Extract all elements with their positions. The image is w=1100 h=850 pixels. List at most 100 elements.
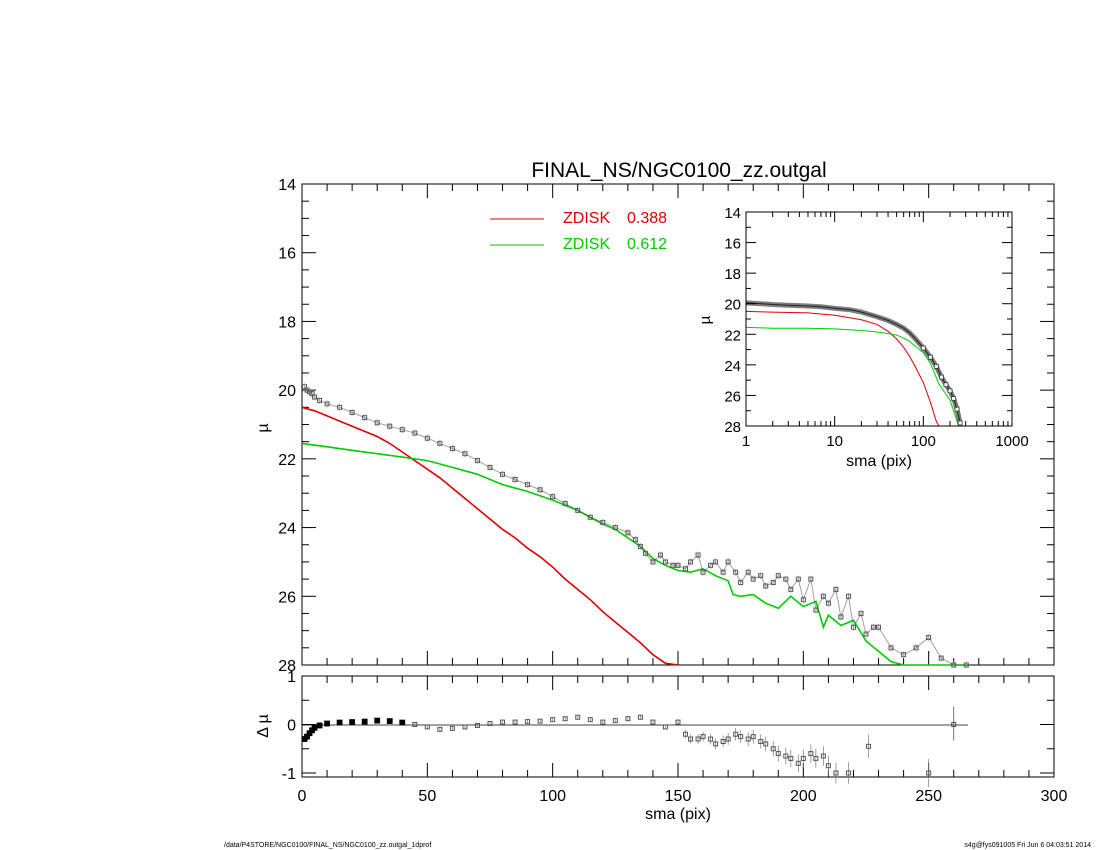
- residual-y-axis-label: Δ µ: [255, 714, 272, 737]
- inset-points: [745, 300, 963, 426]
- residual-point: [575, 714, 581, 720]
- main-y-tick-label: 24: [278, 521, 296, 538]
- inset-observed-point: [939, 374, 944, 380]
- residual-point: [800, 755, 806, 761]
- residual-point: [738, 734, 744, 740]
- residual-point: [316, 722, 323, 729]
- residual-point: [625, 716, 631, 722]
- residual-point: [336, 719, 343, 726]
- residual-point: [820, 753, 826, 759]
- residual-point: [437, 726, 443, 732]
- residual-point: [788, 755, 794, 761]
- main-y-tick-label: 18: [278, 314, 296, 331]
- legend-value-zdisk-0612: 0.612: [627, 236, 667, 253]
- inset-x-axis-label: sma (pix): [846, 453, 912, 470]
- inset-observed-point: [927, 354, 933, 360]
- x-tick-label: 200: [790, 788, 817, 805]
- residual-point: [951, 722, 957, 727]
- inset-observed-point: [957, 420, 963, 426]
- residual-point: [587, 717, 593, 723]
- residual-point: [733, 731, 739, 737]
- inset-x-tick-label: 1000: [995, 433, 1028, 450]
- residual-point: [474, 722, 480, 728]
- inset-series-line-zdisk-0388: [745, 310, 940, 427]
- main-curves: [301, 406, 967, 666]
- residual-point: [770, 746, 776, 752]
- residual-point: [311, 724, 318, 731]
- x-axis-label: sma (pix): [645, 806, 711, 823]
- x-tick-label: 0: [298, 788, 307, 805]
- residual-point: [713, 741, 719, 747]
- residual-point: [683, 731, 689, 737]
- inset-x-tick-label: 100: [911, 433, 936, 450]
- residual-point: [808, 751, 814, 757]
- inset-observed-point: [954, 406, 960, 412]
- main-y-tick-label: 26: [278, 589, 296, 606]
- residual-point: [500, 719, 506, 725]
- main-y-tick-label: 16: [278, 246, 296, 263]
- residual-point: [525, 719, 531, 725]
- inset-y-tick-label: 16: [724, 236, 741, 253]
- x-tick-label: 150: [665, 788, 692, 805]
- inset-y-tick-label: 22: [724, 327, 741, 344]
- inset-y-tick-label: 24: [724, 358, 741, 375]
- inset-observed-point: [933, 363, 939, 369]
- inset-y-axis-label: µ: [697, 315, 714, 324]
- residual-y-tick-label: 1: [287, 669, 296, 686]
- residual-point: [750, 734, 756, 740]
- residual-y-tick-label: 0: [287, 718, 296, 735]
- residual-point: [462, 724, 468, 730]
- footer-timestamp: s4g@fys091005 Fri Jun 6 04:03:51 2014: [964, 842, 1091, 849]
- residual-point: [537, 718, 543, 724]
- residual-point: [399, 719, 406, 726]
- main-y-axis-label: µ: [255, 423, 272, 432]
- inset-y-tick-label: 20: [724, 297, 741, 314]
- residual-point: [725, 736, 731, 742]
- inset-observed-point: [920, 345, 926, 351]
- residual-point: [866, 743, 872, 749]
- legend-value-zdisk-0388: 0.388: [627, 210, 667, 227]
- residual-point: [412, 722, 418, 727]
- residual-point: [600, 719, 606, 725]
- inset-observed-point: [947, 388, 953, 394]
- inset-y-tick-label: 18: [724, 266, 741, 283]
- residual-point: [833, 770, 839, 776]
- residual-point: [720, 738, 726, 744]
- residual-point: [795, 760, 801, 766]
- residual-point: [361, 718, 368, 725]
- inset-panel: 14 16 18 20 22 24 26 281 10 100 1000 µ sma (pix): [697, 205, 1029, 470]
- footer-path: /data/P4STORE/NGC0100/FINAL_NS/NGC0100_z…: [224, 842, 431, 849]
- main-panel: 14 16 18 20 22 24 26 28 µ: [255, 177, 1055, 675]
- inset-curves: [745, 310, 961, 427]
- residual-point: [675, 719, 681, 725]
- residual-point: [374, 717, 381, 724]
- residual-point: [650, 719, 656, 725]
- residual-point: [449, 725, 455, 731]
- main-points: [302, 383, 969, 669]
- residual-y-tick-label: -1: [282, 766, 296, 783]
- main-y-tick-label: 22: [278, 452, 296, 469]
- inset-series-line-zdisk-0612: [745, 326, 961, 427]
- residual-point: [758, 738, 764, 744]
- series-line-zdisk-0612: [301, 442, 967, 666]
- x-tick-label: 50: [418, 788, 436, 805]
- x-tick-label: 300: [1041, 788, 1068, 805]
- residual-point: [562, 716, 568, 722]
- main-y-tick-label: 20: [278, 383, 296, 400]
- residual-point: [662, 724, 668, 730]
- inset-y-tick-label: 14: [724, 205, 741, 222]
- legend: ZDISK 0.388 ZDISK 0.612: [490, 210, 667, 253]
- legend-label-zdisk-0612: ZDISK: [563, 236, 610, 253]
- residual-ticks: 10-10 50 100 150 200 250 300: [282, 669, 1068, 805]
- residual-point: [349, 719, 356, 725]
- residual-point: [708, 736, 714, 742]
- residual-point: [783, 753, 789, 759]
- residual-points: [301, 706, 957, 787]
- series-line-zdisk-0388: [301, 406, 679, 666]
- residual-point: [637, 714, 643, 720]
- residual-point: [550, 717, 556, 723]
- x-tick-label: 100: [539, 788, 566, 805]
- residual-point: [424, 724, 430, 730]
- residual-point: [612, 718, 618, 724]
